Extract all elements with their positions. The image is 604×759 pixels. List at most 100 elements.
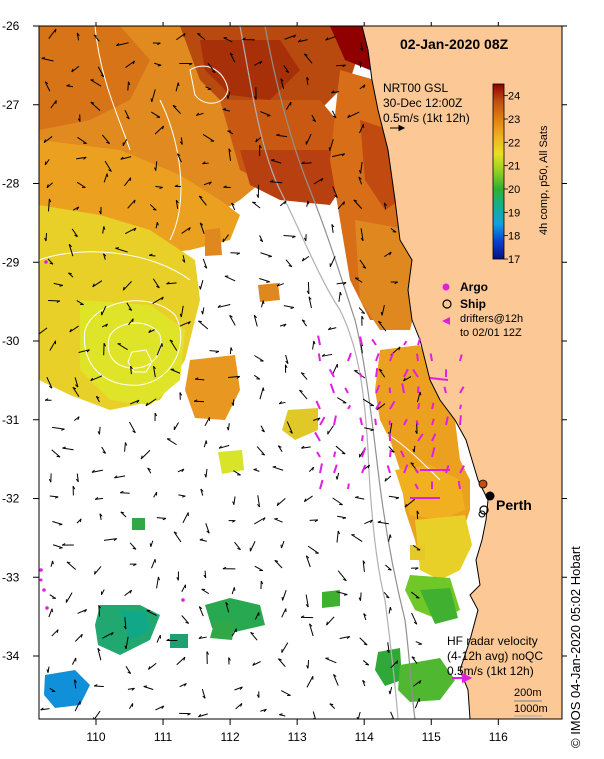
current-arrow — [151, 559, 156, 569]
hf-arrow — [375, 353, 380, 362]
current-arrow — [233, 470, 241, 476]
current-arrow — [254, 517, 266, 525]
current-arrow — [43, 136, 53, 144]
current-arrow — [98, 206, 102, 215]
current-arrow — [256, 446, 266, 456]
current-arrow — [78, 349, 90, 353]
hf-arrow — [359, 336, 363, 346]
current-arrow — [152, 278, 160, 289]
current-arrow — [124, 177, 132, 187]
current-arrow — [231, 587, 236, 595]
current-arrow — [128, 703, 134, 709]
hf-line1: HF radar velocity — [447, 634, 538, 648]
current-arrow — [200, 488, 204, 496]
current-arrow — [98, 604, 102, 617]
ship-label: Ship — [460, 297, 486, 311]
current-arrow — [260, 300, 265, 308]
current-arrow — [173, 531, 182, 543]
current-arrow — [145, 398, 157, 407]
coastline — [361, 26, 489, 719]
current-arrow — [68, 243, 74, 257]
current-arrow — [51, 629, 59, 637]
current-arrow — [203, 181, 212, 186]
current-arrow — [388, 686, 393, 695]
current-arrow — [232, 496, 236, 505]
current-arrow — [364, 427, 374, 432]
current-arrow — [279, 200, 287, 207]
current-arrow — [75, 473, 79, 483]
current-arrow — [46, 666, 50, 673]
current-arrow — [93, 34, 100, 42]
current-arrow — [274, 518, 283, 523]
current-arrow — [231, 628, 237, 637]
current-arrow — [254, 565, 263, 572]
current-arrow — [91, 469, 104, 473]
current-arrow — [388, 606, 392, 614]
current-arrow — [358, 161, 363, 174]
current-arrow — [90, 375, 103, 382]
hf-radar-vectors — [314, 335, 465, 499]
current-arrow — [152, 296, 164, 305]
current-arrow — [205, 523, 210, 534]
current-vectors — [39, 28, 422, 719]
current-arrow — [154, 412, 158, 422]
current-arrow — [150, 89, 156, 102]
current-arrow — [77, 114, 81, 122]
current-arrow — [230, 252, 241, 256]
hf-arrow — [412, 368, 419, 378]
hf-arrow — [328, 368, 335, 378]
current-arrow — [300, 615, 314, 619]
current-arrow — [52, 426, 65, 431]
current-arrow — [177, 468, 185, 473]
current-arrow — [377, 520, 389, 525]
current-arrow — [276, 283, 284, 287]
current-arrow — [44, 398, 52, 401]
current-arrow — [250, 631, 258, 641]
current-arrow — [72, 386, 80, 397]
current-arrow — [76, 518, 82, 524]
coastal-marker — [478, 479, 488, 489]
current-arrow — [124, 636, 129, 650]
hf-arrow — [431, 433, 437, 442]
argo-label: Argo — [460, 280, 488, 294]
current-arrow — [179, 682, 187, 688]
current-arrow — [102, 631, 114, 639]
current-arrow — [384, 251, 392, 258]
current-arrow — [231, 202, 236, 211]
current-arrow — [278, 401, 286, 405]
current-arrow — [390, 660, 399, 669]
current-arrow — [228, 520, 236, 523]
hf-arrow — [315, 400, 321, 410]
current-arrow — [149, 204, 157, 211]
current-arrow — [169, 339, 178, 351]
current-arrow — [120, 490, 130, 494]
current-arrow — [198, 195, 207, 206]
current-arrow — [385, 564, 392, 571]
hf-arrow — [333, 415, 337, 426]
current-arrow — [194, 377, 205, 381]
current-arrow — [217, 304, 231, 308]
current-arrow — [327, 425, 334, 435]
current-arrow — [332, 186, 338, 198]
current-arrow — [129, 563, 137, 567]
current-arrow — [226, 91, 231, 99]
current-arrow — [76, 181, 86, 189]
y-tick-label: -33 — [2, 570, 20, 584]
x-tick-label: 111 — [154, 730, 173, 744]
current-arrow — [149, 253, 156, 257]
current-arrow — [117, 343, 128, 351]
current-arrow — [284, 364, 288, 373]
hf-arrow — [414, 468, 419, 474]
current-arrow — [224, 275, 236, 282]
hf-arrow — [457, 480, 461, 490]
current-arrow — [329, 703, 336, 709]
current-arrow — [170, 368, 181, 374]
current-arrow — [65, 592, 73, 603]
current-arrow — [306, 76, 310, 85]
ship-marker-2 — [478, 510, 486, 518]
current-arrow — [414, 698, 421, 709]
current-arrow — [101, 134, 110, 144]
current-arrow — [255, 136, 262, 143]
current-arrow — [72, 485, 76, 496]
current-arrow — [179, 305, 184, 318]
